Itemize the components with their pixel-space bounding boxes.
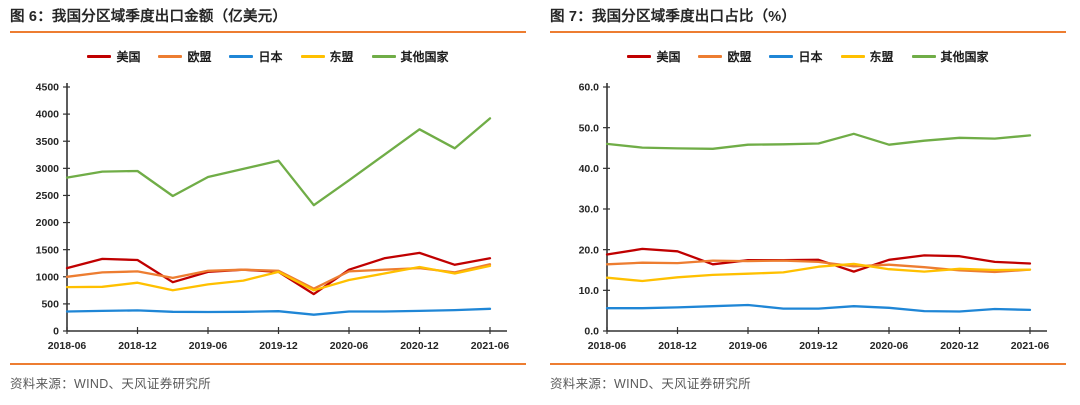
svg-text:4000: 4000 [36,109,60,121]
legend-line-swatch [627,54,652,58]
svg-text:2018-12: 2018-12 [658,340,697,352]
series-line-欧盟 [605,259,1032,274]
legend-label: 欧盟 [727,49,752,64]
legend-item: 美国 [87,48,140,65]
svg-text:1500: 1500 [36,244,60,256]
svg-text:2019-06: 2019-06 [189,340,228,352]
svg-text:500: 500 [41,298,59,310]
svg-text:60.0: 60.0 [579,82,600,94]
svg-text:0: 0 [53,326,59,338]
chart-title: 图 6：我国分区域季度出口金额（亿美元） [10,9,288,25]
svg-text:2500: 2500 [36,190,60,202]
legend-label: 日本 [798,49,823,64]
svg-text:2020-12: 2020-12 [400,340,439,352]
svg-text:2021-06: 2021-06 [1011,340,1050,352]
legend-label: 美国 [116,49,141,64]
svg-text:10.0: 10.0 [579,285,600,297]
legend-item: 其他国家 [911,48,989,65]
legend-line-swatch [229,54,254,58]
svg-text:4500: 4500 [36,82,60,94]
svg-text:0.0: 0.0 [584,326,599,338]
svg-text:2019-12: 2019-12 [259,340,298,352]
export-value-chart: 0 500 1000 1500 2000 2500 3000 3500 4000 4500 2018… [36,82,510,352]
chart-legend: 美国 欧盟 日本 东盟 其他国家 [550,47,1066,65]
svg-text:3000: 3000 [36,163,60,175]
svg-text:2000: 2000 [36,217,60,229]
svg-text:50.0: 50.0 [579,122,600,134]
legend-item: 日本 [229,48,283,65]
legend-label: 日本 [258,49,283,64]
legend-label: 东盟 [869,49,894,64]
source-note: 资料来源：WIND、天风证券研究所 [550,377,751,391]
legend-line-swatch [698,54,723,58]
legend-line-swatch [87,54,112,58]
source-divider [550,363,1066,365]
legend-item: 欧盟 [158,48,211,65]
svg-text:2021-06: 2021-06 [471,340,510,352]
legend-line-swatch [371,54,396,58]
legend-label: 东盟 [329,49,354,64]
chart-title: 图 7：我国分区域季度出口占比（%） [550,9,797,25]
svg-text:40.0: 40.0 [579,163,600,175]
legend-line-swatch [300,54,325,58]
series-line-东盟 [605,262,1032,283]
svg-text:20.0: 20.0 [579,244,600,256]
series-line-日本 [65,307,492,316]
legend-line-swatch [840,54,865,58]
chart-legend: 美国 欧盟 日本 东盟 其他国家 [10,47,526,65]
series-line-美国 [65,251,492,296]
legend-item: 东盟 [840,48,894,65]
source-divider [10,363,526,365]
series-line-其他国家 [65,117,492,207]
legend-label: 其他国家 [400,49,449,64]
legend-item: 美国 [627,48,680,65]
panel-export-share: 图 7：我国分区域季度出口占比（%） 美国 欧盟 日本 东盟 其他国家 0.0 10.0 2… [540,0,1080,405]
svg-text:2018-06: 2018-06 [48,340,87,352]
legend-label: 美国 [656,49,681,64]
panel-export-value: 图 6：我国分区域季度出口金额（亿美元） 美国 欧盟 日本 东盟 其他国家 0 500 10… [10,9,526,391]
svg-text:2018-06: 2018-06 [588,340,627,352]
svg-text:2018-12: 2018-12 [118,340,157,352]
svg-text:2020-06: 2020-06 [330,340,369,352]
series-line-美国 [605,247,1032,273]
svg-text:1000: 1000 [36,271,60,283]
source-note: 资料来源：WIND、天风证券研究所 [10,377,211,391]
svg-text:2019-06: 2019-06 [729,340,768,352]
series-line-其他国家 [605,132,1032,150]
title-divider [550,31,1066,33]
series-line-日本 [605,303,1032,313]
svg-text:30.0: 30.0 [579,204,600,216]
legend-label: 其他国家 [940,49,989,64]
svg-text:3500: 3500 [36,136,60,148]
legend-item: 其他国家 [371,48,449,65]
legend-line-swatch [911,54,936,58]
svg-text:2019-12: 2019-12 [799,340,838,352]
export-share-chart: 0.0 10.0 20.0 30.0 40.0 50.0 60.0 2018-06 2018-1… [579,82,1050,352]
series-line-东盟 [65,264,492,292]
title-divider [10,31,526,33]
legend-line-swatch [158,54,183,58]
svg-text:2020-06: 2020-06 [870,340,909,352]
legend-item: 欧盟 [698,48,751,65]
legend-item: 东盟 [300,48,354,65]
legend-line-swatch [769,54,794,58]
legend-label: 欧盟 [187,49,212,64]
legend-item: 日本 [769,48,823,65]
svg-text:2020-12: 2020-12 [940,340,979,352]
